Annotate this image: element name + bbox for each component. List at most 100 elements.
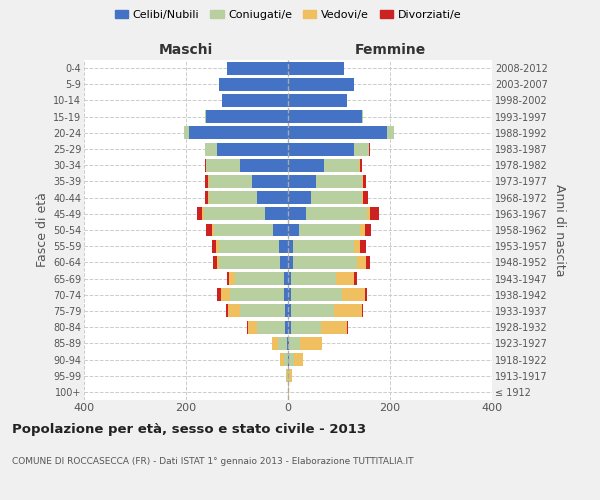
Bar (280, 256, 288, 269)
Bar (364, 191, 368, 204)
Bar (206, 224, 212, 236)
Bar (229, 304, 239, 318)
Bar (248, 320, 257, 334)
Bar (355, 272, 357, 285)
Bar (197, 208, 202, 220)
Bar (288, 288, 290, 301)
Bar (361, 159, 362, 172)
Bar (184, 126, 188, 140)
Bar (288, 175, 316, 188)
Bar (289, 353, 294, 366)
Bar (290, 304, 334, 318)
Bar (337, 272, 355, 285)
Bar (365, 288, 367, 301)
Bar (288, 126, 388, 140)
Bar (294, 353, 304, 366)
Bar (369, 142, 370, 156)
Bar (247, 320, 248, 334)
Bar (293, 256, 357, 269)
Bar (212, 224, 214, 236)
Y-axis label: Anni di nascita: Anni di nascita (553, 184, 566, 276)
Bar (288, 272, 290, 285)
Bar (288, 224, 299, 236)
Bar (239, 159, 288, 172)
Bar (222, 94, 288, 107)
Bar (361, 240, 365, 252)
Bar (230, 288, 284, 301)
Bar (355, 240, 361, 252)
Bar (209, 175, 253, 188)
Bar (205, 110, 206, 123)
Bar (288, 142, 355, 156)
Bar (321, 320, 347, 334)
Bar (209, 191, 257, 204)
Bar (239, 304, 286, 318)
Bar (288, 110, 362, 123)
Bar (253, 175, 288, 188)
Text: Maschi: Maschi (159, 43, 213, 57)
Bar (212, 256, 217, 269)
Bar (235, 272, 284, 285)
Bar (219, 78, 288, 91)
Bar (316, 175, 362, 188)
Bar (279, 240, 288, 252)
Bar (205, 191, 208, 204)
Bar (273, 224, 288, 236)
Bar (205, 159, 206, 172)
Bar (227, 272, 229, 285)
Bar (218, 240, 279, 252)
Bar (204, 208, 265, 220)
Bar (357, 256, 366, 269)
Bar (214, 224, 273, 236)
Bar (288, 159, 324, 172)
Bar (288, 78, 355, 91)
Y-axis label: Fasce di età: Fasce di età (35, 192, 49, 268)
Bar (288, 353, 289, 366)
Bar (363, 175, 365, 188)
Bar (284, 353, 288, 366)
Bar (286, 369, 287, 382)
Bar (288, 240, 293, 252)
Bar (217, 288, 221, 301)
Bar (362, 191, 364, 204)
Bar (288, 304, 290, 318)
Bar (365, 224, 371, 236)
Bar (265, 208, 288, 220)
Bar (334, 304, 362, 318)
Bar (208, 191, 209, 204)
Bar (362, 304, 363, 318)
Bar (226, 304, 229, 318)
Bar (216, 240, 218, 252)
Bar (300, 337, 322, 350)
Bar (290, 272, 337, 285)
Bar (370, 208, 379, 220)
Bar (188, 126, 288, 140)
Bar (288, 94, 347, 107)
Bar (206, 159, 239, 172)
Bar (284, 288, 288, 301)
Bar (306, 208, 367, 220)
Bar (284, 272, 288, 285)
Bar (217, 256, 219, 269)
Bar (366, 256, 370, 269)
Bar (293, 240, 355, 252)
Bar (208, 175, 209, 188)
Bar (257, 320, 286, 334)
Bar (289, 337, 300, 350)
Bar (324, 159, 359, 172)
Bar (287, 369, 288, 382)
Bar (202, 208, 204, 220)
Bar (361, 224, 365, 236)
Bar (288, 62, 344, 74)
Bar (219, 256, 280, 269)
Bar (278, 337, 287, 350)
Bar (362, 175, 363, 188)
Bar (290, 288, 341, 301)
Bar (367, 208, 370, 220)
Bar (288, 208, 306, 220)
Bar (359, 159, 361, 172)
Bar (205, 142, 217, 156)
Bar (217, 142, 288, 156)
Text: Popolazione per età, sesso e stato civile - 2013: Popolazione per età, sesso e stato civil… (12, 422, 366, 436)
Bar (289, 369, 292, 382)
